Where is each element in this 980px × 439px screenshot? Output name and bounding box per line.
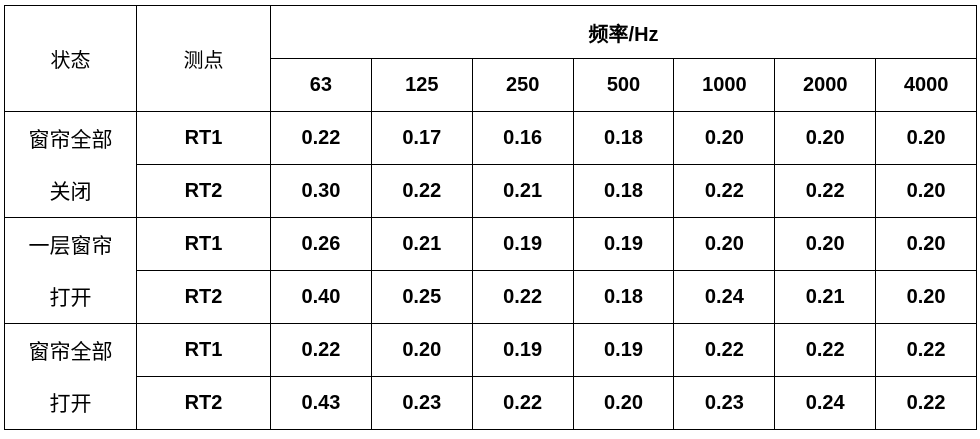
table-body: 状态 测点 频率/Hz 63 125 250 500 1000 2000 4000 窗帘全部… (4, 5, 978, 430)
value-cell: 0.20 (875, 111, 978, 165)
value-cell: 0.40 (270, 270, 372, 324)
value-cell: 0.20 (875, 164, 978, 218)
value-cell: 0.16 (471, 111, 574, 165)
value-cell: 0.24 (774, 376, 877, 430)
data-row: RT2 0.30 0.22 0.21 0.18 0.22 0.22 0.20 (5, 164, 978, 218)
value-cell: 0.21 (370, 217, 473, 271)
value-cell: 0.18 (572, 164, 675, 218)
group-label: 关闭 (49, 180, 92, 204)
value-cell: 0.20 (673, 111, 776, 165)
value-cell: 0.21 (471, 164, 574, 218)
value-cell: 0.30 (270, 164, 372, 218)
group-cell: 一层窗帘 打开 (4, 217, 137, 324)
header-cell: 500 (572, 58, 675, 112)
value-cell: 0.24 (673, 270, 776, 324)
value-cell: 0.22 (270, 323, 372, 377)
value-cell: 0.22 (774, 323, 877, 377)
point-cell: RT1 (136, 323, 271, 377)
value-cell: 0.19 (572, 217, 675, 271)
point-cell: RT1 (136, 111, 271, 165)
value-cell: 0.22 (875, 323, 978, 377)
value-cell: 0.20 (774, 111, 877, 165)
value-cell: 0.19 (471, 323, 574, 377)
header-cell: 状态 (4, 5, 137, 112)
value-cell: 0.19 (572, 323, 675, 377)
value-cell: 0.22 (673, 323, 776, 377)
value-cell: 0.20 (370, 323, 473, 377)
data-row: RT2 0.43 0.23 0.22 0.20 0.23 0.24 0.22 (5, 376, 978, 430)
value-cell: 0.17 (370, 111, 473, 165)
header-cell: 63 (270, 58, 372, 112)
value-cell: 0.22 (875, 376, 978, 430)
point-cell: RT2 (136, 164, 271, 218)
value-cell: 0.22 (270, 111, 372, 165)
header-cell: 4000 (875, 58, 978, 112)
value-cell: 0.19 (471, 217, 574, 271)
value-cell: 0.43 (270, 376, 372, 430)
data-row: 一层窗帘 打开 RT1 0.26 0.21 0.19 0.19 0.20 0.20 0.20 (4, 217, 978, 324)
value-cell: 0.18 (572, 111, 675, 165)
value-cell: 0.20 (774, 217, 877, 271)
group-label: 一层窗帘 (28, 234, 113, 258)
value-cell: 0.18 (572, 270, 675, 324)
point-cell: RT2 (136, 376, 271, 430)
data-row: 窗帘全部 关闭 RT1 0.22 0.17 0.16 0.18 0.20 0.20 0.20 (4, 111, 978, 218)
value-cell: 0.20 (572, 376, 675, 430)
group-cell: 窗帘全部 打开 (4, 323, 137, 430)
value-cell: 0.26 (270, 217, 372, 271)
group-label: 窗帘全部 (28, 340, 113, 364)
group-label: 打开 (49, 392, 92, 416)
value-cell: 0.23 (370, 376, 473, 430)
data-row: 窗帘全部 打开 RT1 0.22 0.20 0.19 0.19 0.22 0.22 0.22 (4, 323, 978, 430)
header-cell: 2000 (774, 58, 877, 112)
value-cell: 0.22 (471, 270, 574, 324)
header-cell: 125 (370, 58, 473, 112)
group-cell: 窗帘全部 关闭 (4, 111, 137, 218)
value-cell: 0.22 (774, 164, 877, 218)
value-cell: 0.20 (673, 217, 776, 271)
data-table: 状态 测点 频率/Hz 63 125 250 500 1000 2000 4000 窗帘全部… (4, 5, 978, 430)
value-cell: 0.20 (875, 217, 978, 271)
value-cell: 0.23 (673, 376, 776, 430)
point-cell: RT1 (136, 217, 271, 271)
header-cell: 250 (471, 58, 574, 112)
value-cell: 0.22 (673, 164, 776, 218)
data-row: RT2 0.40 0.25 0.22 0.18 0.24 0.21 0.20 (5, 270, 978, 324)
value-cell: 0.21 (774, 270, 877, 324)
group-label: 打开 (49, 286, 92, 310)
value-cell: 0.22 (471, 376, 574, 430)
group-label: 窗帘全部 (28, 128, 113, 152)
header-cell: 频率/Hz (269, 5, 978, 59)
header-cell: 测点 (136, 5, 271, 112)
header-row: 63 125 250 500 1000 2000 4000 (5, 58, 978, 112)
value-cell: 0.25 (370, 270, 473, 324)
header-row: 状态 测点 频率/Hz (4, 5, 978, 112)
header-cell: 1000 (673, 58, 776, 112)
value-cell: 0.20 (875, 270, 978, 324)
point-cell: RT2 (136, 270, 271, 324)
value-cell: 0.22 (370, 164, 473, 218)
